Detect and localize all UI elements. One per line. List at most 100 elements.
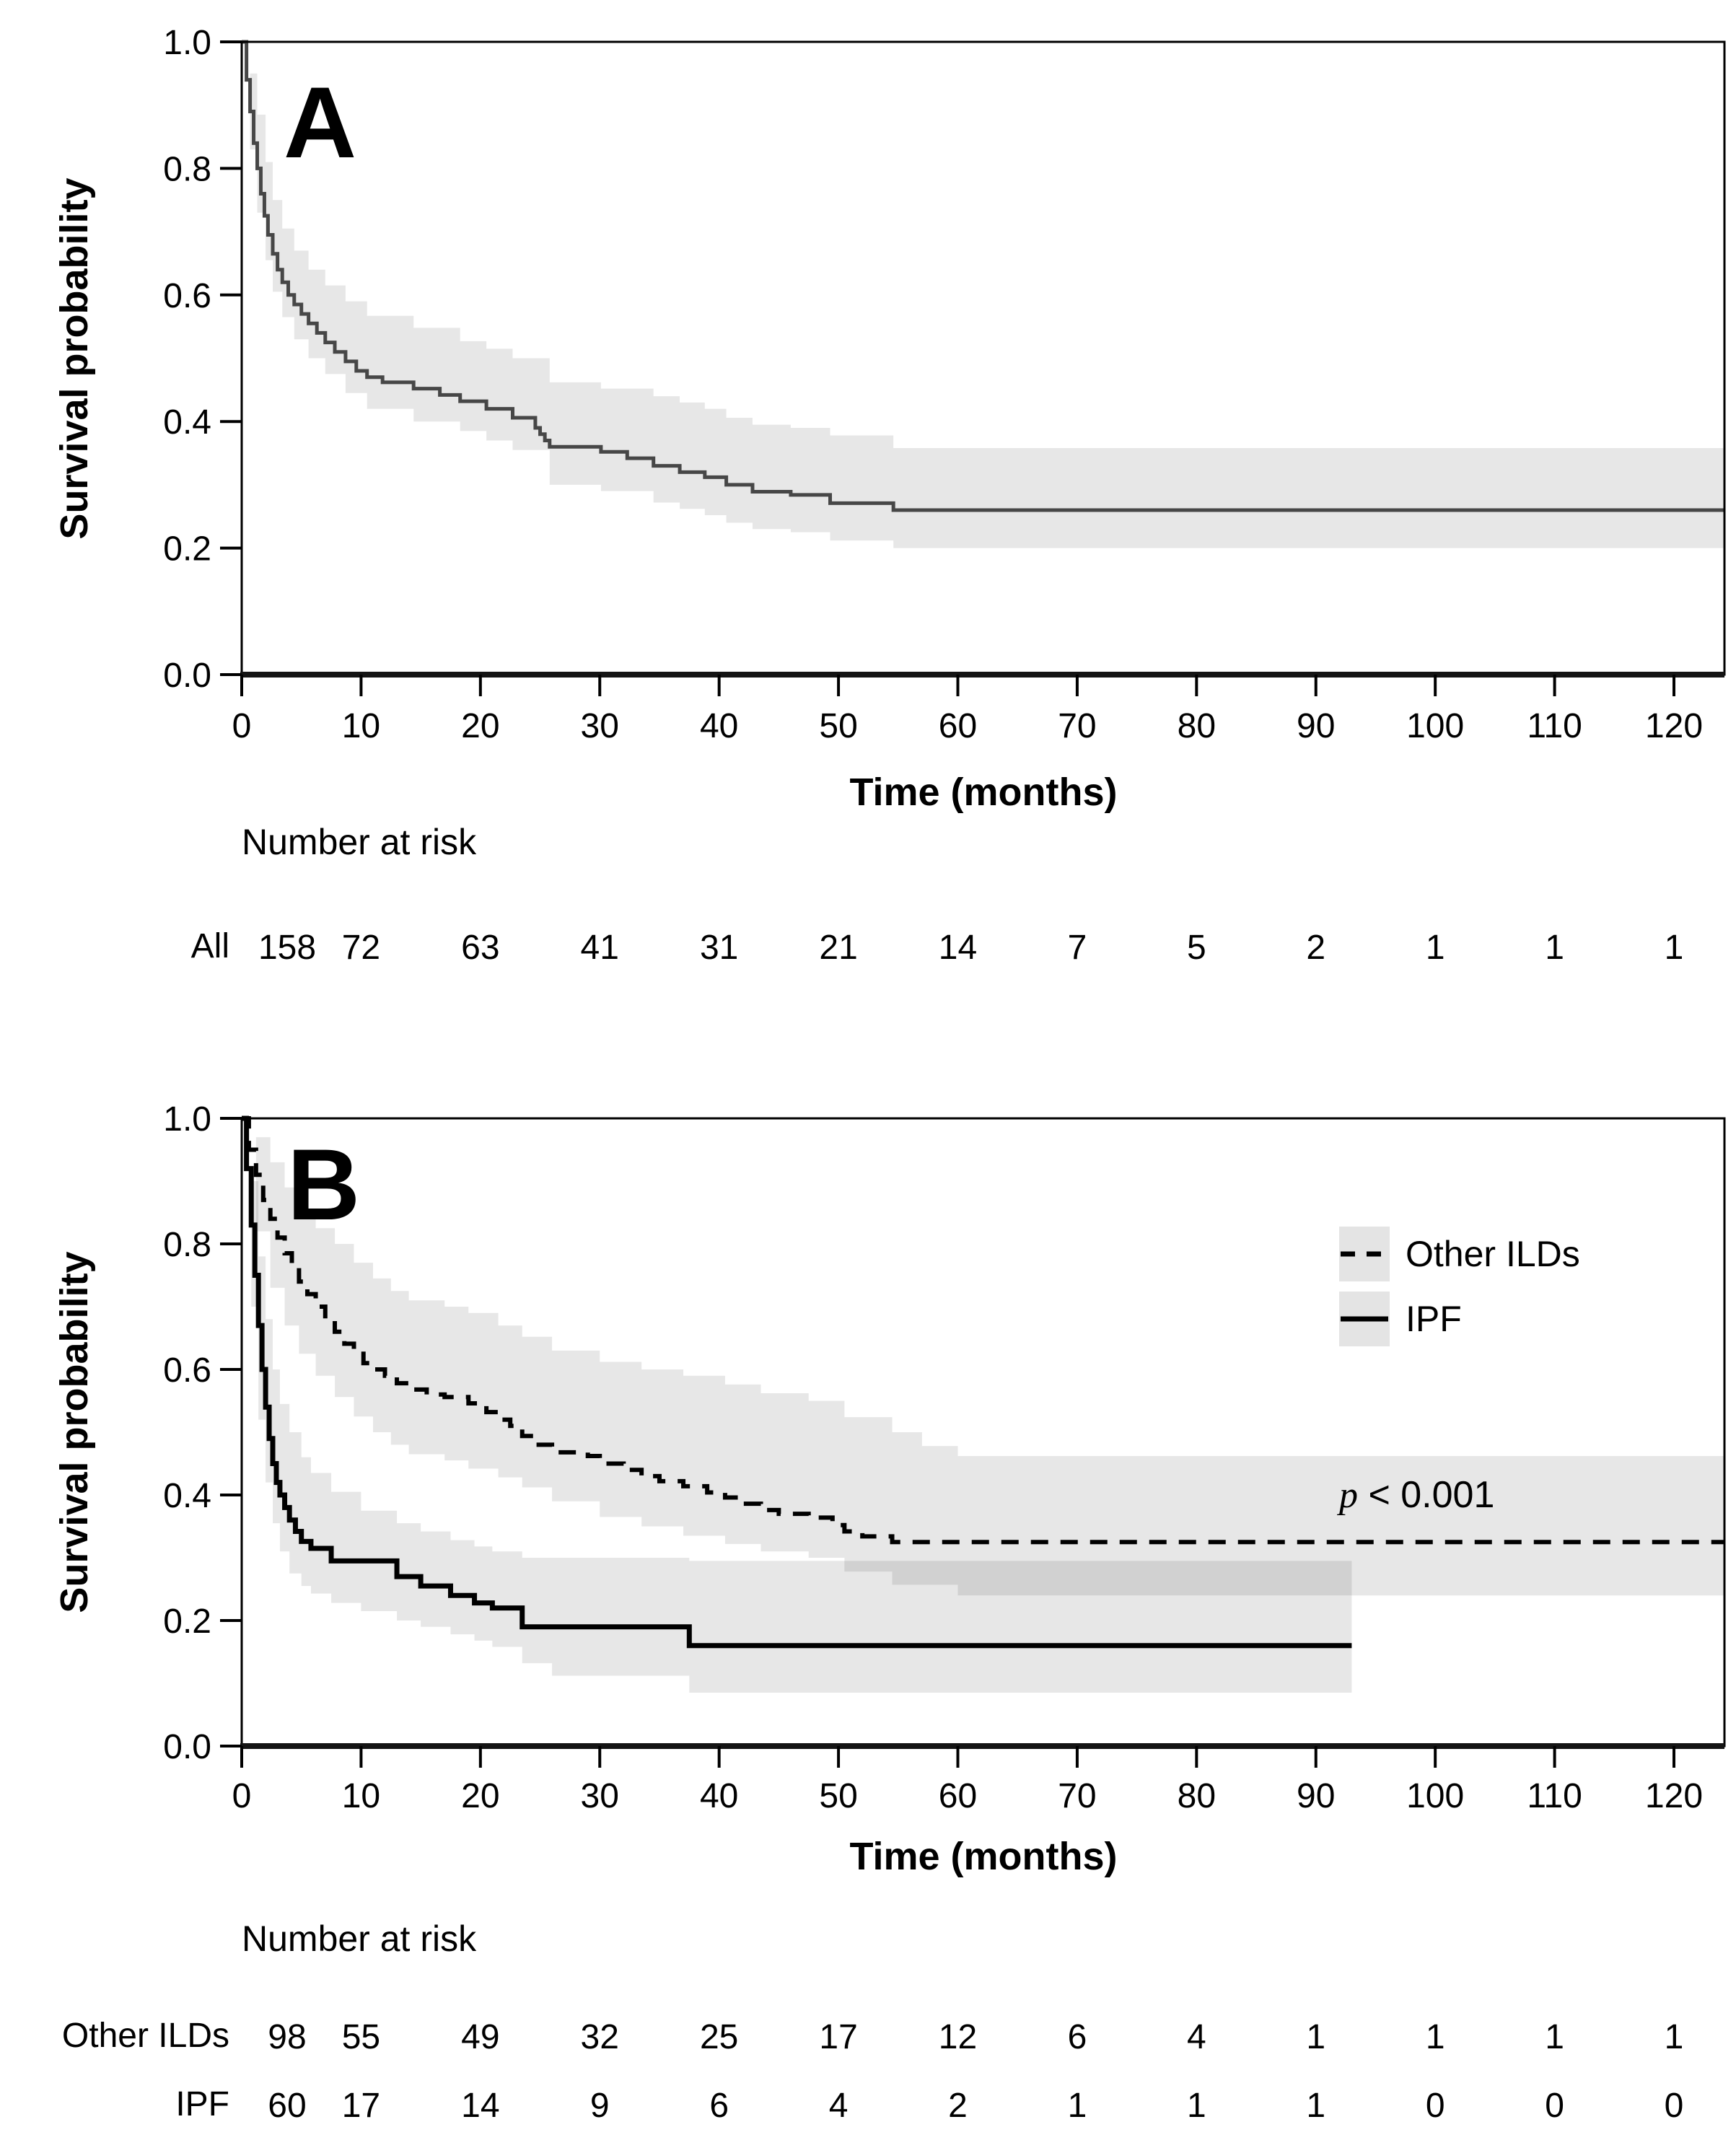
panel-b-risk-value: 0: [1426, 2087, 1445, 2125]
panel-b-risk-row-label-ipf: IPF: [175, 2085, 229, 2123]
panel-a-x-axis-title: Time (months): [849, 771, 1118, 814]
panel-b-risk-heading: Number at risk: [242, 1919, 477, 1959]
panel-a-x-tick-label: 0: [232, 707, 252, 745]
legend: Other ILDs IPF: [1339, 1227, 1580, 1356]
panel-a-risk-value: 31: [700, 929, 738, 967]
panel-a-x-tick-label: 110: [1527, 707, 1582, 745]
legend-label-ipf: IPF: [1406, 1299, 1462, 1339]
panel-a-x-tick-label: 50: [819, 707, 857, 745]
panel-b-risk-value: 60: [268, 2087, 306, 2125]
panel-a-x-tick-label: 80: [1178, 707, 1216, 745]
panel-b-risk-value: 0: [1545, 2087, 1564, 2125]
panel-a-risk-row-label-all: All: [190, 927, 229, 965]
panel-a-ci-band-all: [242, 42, 1724, 548]
panel-a-risk-value: 5: [1187, 929, 1206, 967]
panel-b-x-tick-label: 100: [1406, 1777, 1464, 1815]
panel-b-risk-value: 1: [1426, 2018, 1445, 2056]
panel-a-risk-value: 7: [1068, 929, 1087, 967]
panel-b-risk-value: 9: [590, 2087, 610, 2125]
panel-a-risk-value: 1: [1665, 929, 1684, 967]
panel-b-risk-value: 1: [1187, 2087, 1206, 2125]
p-value-annotation: p < 0.001: [1339, 1473, 1494, 1517]
panel-b-x-tick-label: 50: [819, 1777, 857, 1815]
panel-a-x-tick-label: 10: [342, 707, 380, 745]
panel-b-risk-value: 1: [1068, 2087, 1087, 2125]
panel-a-risk-value: 2: [1306, 929, 1325, 967]
panel-b-y-tick-label: 0.8: [163, 1226, 211, 1264]
panel-a-risk-value: 1: [1545, 929, 1564, 967]
panel-a-risk-heading: Number at risk: [242, 822, 477, 862]
panel-a-x-tick-label: 70: [1058, 707, 1096, 745]
ipf-ci-swatch: [1339, 1292, 1390, 1346]
panel-a-y-tick-label: 0.6: [163, 277, 211, 315]
panel-a-risk-value: 41: [581, 929, 619, 967]
panel-b-risk-value: 6: [709, 2087, 729, 2125]
panel-a-x-tick-label: 20: [461, 707, 499, 745]
panel-b-risk-value: 1: [1306, 2087, 1325, 2125]
panel-a-x-tick-label: 40: [700, 707, 738, 745]
panel-b-risk-value: 12: [939, 2018, 977, 2056]
panel-b-risk-value: 32: [581, 2018, 619, 2056]
panel-b-curve-ipf: [242, 1115, 1352, 1649]
panel-b-y-axis-title: Survival probability: [53, 1251, 96, 1613]
panel-b-risk-value: 0: [1665, 2087, 1684, 2125]
legend-item-other-ilds: Other ILDs: [1339, 1227, 1580, 1281]
panel-b-y-tick-label: 0.2: [163, 1602, 211, 1641]
panel-b-risk-value: 6: [1068, 2018, 1087, 2056]
panel-a-risk-value: 1: [1426, 929, 1445, 967]
legend-label-other-ilds: Other ILDs: [1406, 1234, 1580, 1274]
panel-b-risk-value: 4: [1187, 2018, 1206, 2056]
panel-b-x-tick-label: 10: [342, 1777, 380, 1815]
panel-a-x-tick-label: 60: [939, 707, 977, 745]
panel-b-risk-value: 17: [819, 2018, 857, 2056]
panel-a-y-axis-title: Survival probability: [53, 177, 96, 540]
panel-b-risk-value: 49: [461, 2018, 499, 2056]
panel-b-y-tick-label: 0.0: [163, 1728, 211, 1766]
panel-b-risk-value: 2: [948, 2087, 968, 2125]
solid-line-icon: [1341, 1316, 1388, 1322]
dashed-line-icon: [1341, 1251, 1388, 1257]
panel-b-letter: B: [287, 1128, 361, 1241]
p-symbol: p: [1339, 1475, 1358, 1516]
panel-a-y-tick-label: 0.4: [163, 403, 211, 442]
panel-b-risk-value: 17: [342, 2087, 380, 2125]
panel-b-risk-value: 1: [1306, 2018, 1325, 2056]
panel-b-x-tick-label: 120: [1645, 1777, 1703, 1815]
panel-b-risk-value: 98: [268, 2018, 306, 2056]
panel-b-x-tick-label: 30: [581, 1777, 619, 1815]
panel-b-risk-value: 1: [1665, 2018, 1684, 2056]
panel-b-curve-other-ilds: [242, 1116, 1724, 1545]
panel-b-ci-band-other-ilds: [242, 1118, 1724, 1596]
panel-a-risk-value: 14: [939, 929, 977, 967]
panel-b-x-tick-label: 80: [1178, 1777, 1216, 1815]
panel-a-curve-all: [242, 40, 1724, 512]
panel-b-risk-row-label-other-ilds: Other ILDs: [61, 2017, 229, 2055]
panel-b-risk-value: 25: [700, 2018, 738, 2056]
panel-b-risk-value: 14: [461, 2087, 499, 2125]
panel-a-y-tick-label: 0.0: [163, 657, 211, 695]
panel-b-risk-value: 1: [1545, 2018, 1564, 2056]
panel-b-x-tick-label: 0: [232, 1777, 252, 1815]
panel-a-x-tick-label: 120: [1645, 707, 1703, 745]
panel-a-x-tick-label: 90: [1297, 707, 1335, 745]
panel-b-y-tick-label: 0.4: [163, 1477, 211, 1515]
panel-a-risk-value: 72: [342, 929, 380, 967]
panel-b-y-tick-label: 1.0: [163, 1100, 211, 1139]
panel-b-risk-value: 55: [342, 2018, 380, 2056]
panel-a-x-tick-label: 100: [1406, 707, 1464, 745]
other-ilds-ci-swatch: [1339, 1227, 1390, 1281]
panel-b-y-tick-label: 0.6: [163, 1351, 211, 1390]
panel-a-risk-value: 158: [258, 929, 316, 967]
panel-b-x-tick-label: 110: [1527, 1777, 1582, 1815]
panel-b-risk-value: 4: [829, 2087, 849, 2125]
panel-a-x-tick-label: 30: [581, 707, 619, 745]
panel-b-x-axis-title: Time (months): [849, 1835, 1118, 1878]
panel-a-risk-value: 63: [461, 929, 499, 967]
panel-a-letter: A: [284, 66, 357, 179]
panel-a-risk-value: 21: [819, 929, 857, 967]
panel-a-y-tick-label: 0.8: [163, 150, 211, 188]
panel-b-ci-band-ipf: [242, 1118, 1352, 1693]
panel-b-x-tick-label: 70: [1058, 1777, 1096, 1815]
